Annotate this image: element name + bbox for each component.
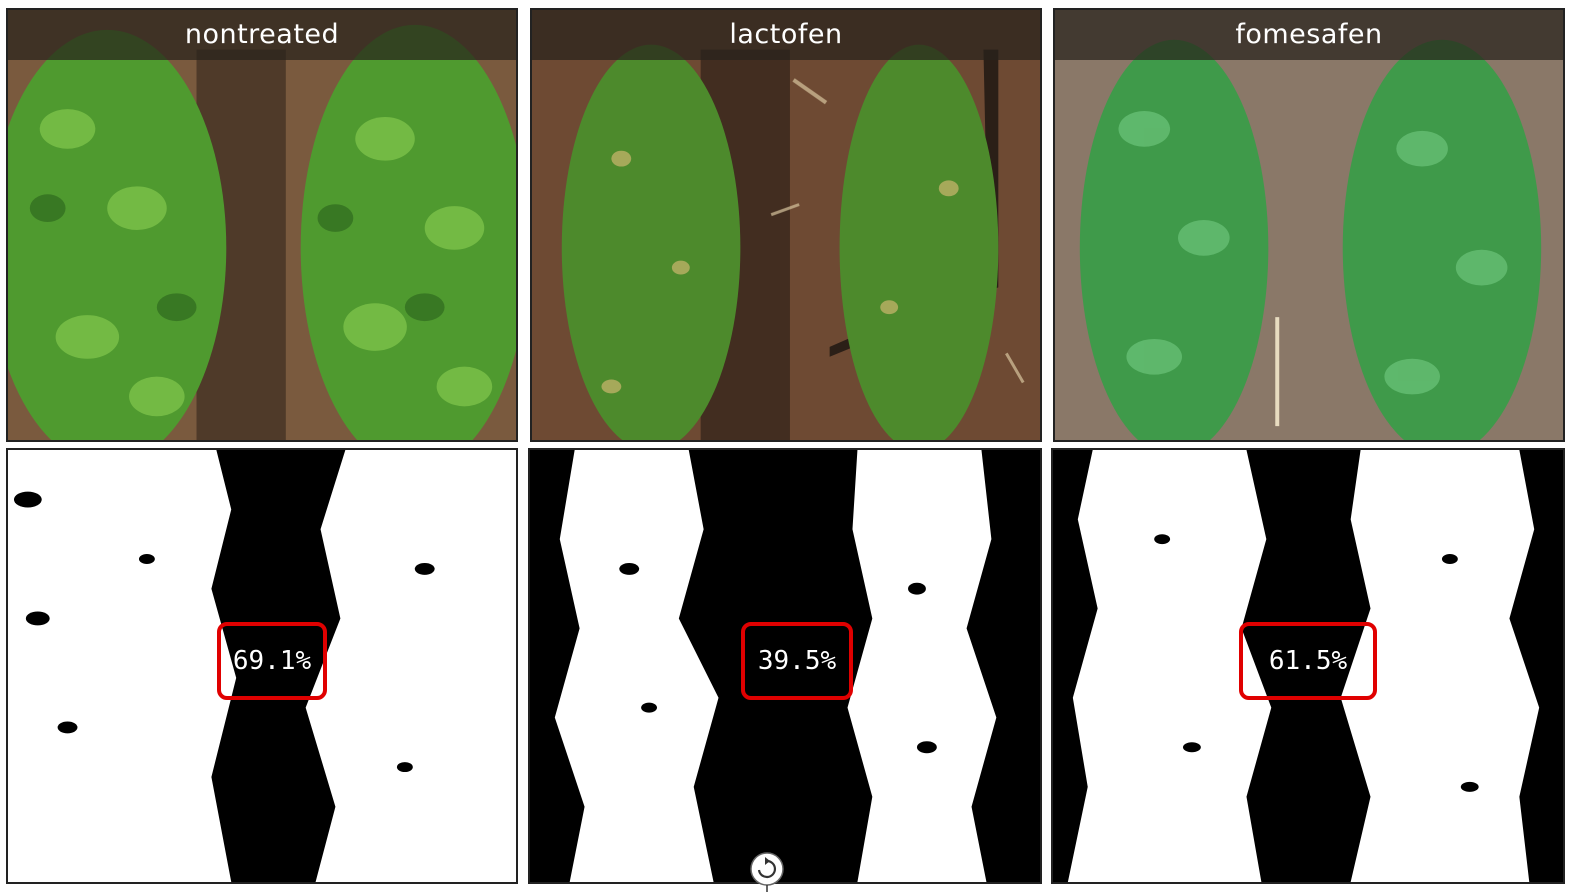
photo-lactofen (532, 10, 1040, 440)
panel-title-fomesafen: fomesafen (1055, 10, 1563, 60)
coverage-box-lactofen: 39.5% (741, 622, 853, 700)
rotate-icon[interactable] (748, 850, 786, 892)
mask-lactofen (530, 450, 1040, 882)
photo-fomesafen (1055, 10, 1563, 440)
photo-panel-nontreated: nontreated (6, 8, 518, 442)
photo-panel-fomesafen: fomesafen (1053, 8, 1565, 442)
mask-panel-nontreated (6, 448, 518, 884)
coverage-box-fomesafen: 61.5% (1239, 622, 1377, 700)
coverage-value-lactofen: 39.5% (757, 646, 837, 676)
photo-panel-lactofen: lactofen (530, 8, 1042, 442)
coverage-value-nontreated: 69.1% (232, 646, 312, 676)
coverage-box-nontreated: 69.1% (217, 622, 327, 700)
mask-panel-fomesafen (1051, 448, 1565, 884)
photo-nontreated (8, 10, 516, 440)
mask-panel-lactofen (528, 448, 1042, 884)
mask-nontreated (8, 450, 516, 882)
coverage-value-fomesafen: 61.5% (1268, 646, 1348, 676)
mask-fomesafen (1053, 450, 1563, 882)
panel-title-lactofen: lactofen (532, 10, 1040, 60)
panel-title-nontreated: nontreated (8, 10, 516, 60)
